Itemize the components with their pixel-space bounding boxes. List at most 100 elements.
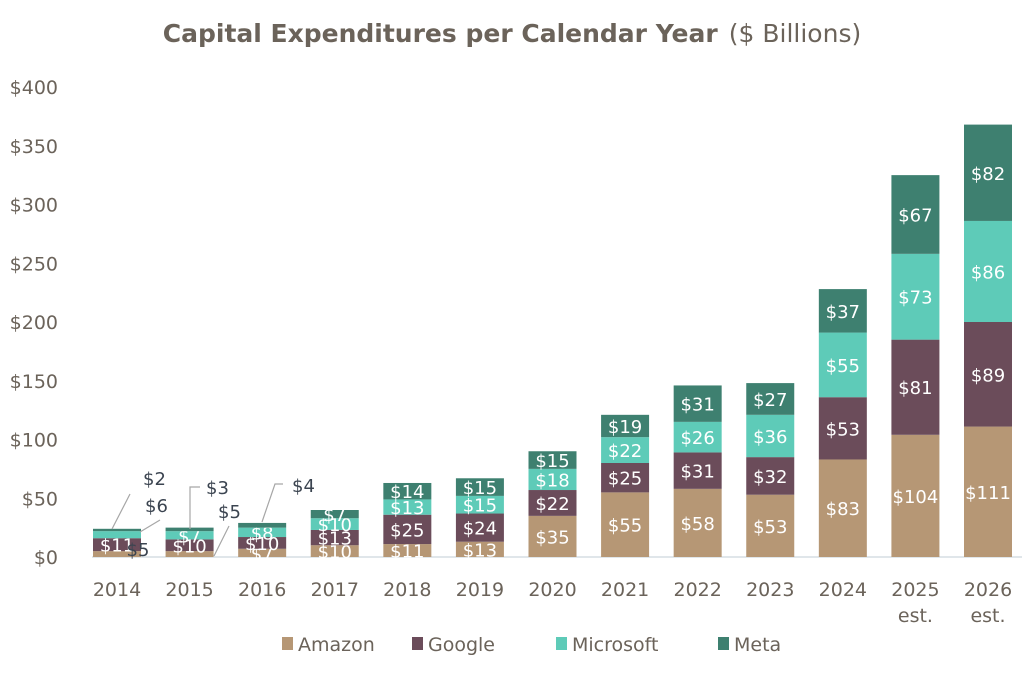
bar-segment-amazon xyxy=(818,459,867,557)
data-label-microsoft: $73 xyxy=(898,288,932,309)
bar-stack: $53 $32 $36 $27 xyxy=(746,383,795,557)
data-label-amazon: $7 xyxy=(251,544,274,565)
data-label-meta: $7 xyxy=(323,505,346,526)
legend-item-meta: Meta xyxy=(718,634,781,656)
bar-segment-meta xyxy=(310,510,359,519)
data-label-google: $81 xyxy=(898,378,932,399)
bar-stack: $104 $81 $73 $67 xyxy=(891,175,940,557)
bar-segment-microsoft xyxy=(818,332,867,398)
x-tick-label: 2022 xyxy=(673,579,721,601)
bar-segment-meta xyxy=(818,289,867,333)
chart-title-main: Capital Expenditures per Calendar Year xyxy=(163,19,719,48)
y-tick-label: $100 xyxy=(10,430,58,452)
bar-stack: $7$10$8 xyxy=(238,522,287,565)
x-tick-label: 2021 xyxy=(601,579,649,601)
bar-segment-google xyxy=(165,539,214,552)
data-label-meta: $31 xyxy=(680,395,714,416)
data-label-meta: $67 xyxy=(898,205,932,226)
data-label-google: $89 xyxy=(971,365,1005,386)
data-label-google: $10 xyxy=(245,534,279,555)
bar-segment-amazon xyxy=(601,492,650,557)
legend-swatch xyxy=(718,637,729,650)
y-tick-label: $50 xyxy=(22,488,58,510)
bar-segment-meta xyxy=(383,482,432,500)
callout-label-meta: $3 xyxy=(206,478,229,499)
data-label-google: $24 xyxy=(463,519,497,540)
data-label-google: $25 xyxy=(390,520,424,541)
x-tick-label: 2017 xyxy=(311,579,359,601)
bar-stack: $35 $22 $18$15 xyxy=(528,451,577,557)
bar-segment-google xyxy=(818,397,867,460)
callout-leader-line xyxy=(213,525,230,557)
x-tick-label: 2016 xyxy=(238,579,286,601)
legend-swatch xyxy=(412,637,423,650)
bar-segment-meta xyxy=(93,528,141,532)
data-label-amazon: $10 xyxy=(318,542,352,563)
bar-segment-google xyxy=(891,339,940,435)
data-label-amazon: $53 xyxy=(753,517,787,538)
legend-label: Meta xyxy=(734,634,781,656)
bar-segment-microsoft xyxy=(746,414,795,458)
chart-title: Capital Expenditures per Calendar Year (… xyxy=(163,19,861,48)
x-axis: 2014 2015 2016 2017 2018 2019 2020 2021 2022 2023… xyxy=(93,579,1012,627)
legend-swatch xyxy=(556,637,567,650)
bar-segment-google xyxy=(964,322,1012,427)
x-tick-label: 2025 xyxy=(891,579,939,601)
data-label-meta: $14 xyxy=(390,482,424,503)
bar-stack: $11$25$13$14 xyxy=(383,482,432,563)
callout-leader-line xyxy=(139,519,161,533)
data-label-microsoft: $8 xyxy=(251,523,274,544)
y-tick-label: $250 xyxy=(10,253,58,275)
data-label-microsoft: $36 xyxy=(753,427,787,448)
bar-segment-meta xyxy=(891,175,940,254)
x-tick-label: 2018 xyxy=(383,579,431,601)
data-label-google: $11 xyxy=(100,536,134,557)
y-tick-label: $400 xyxy=(10,77,58,99)
bar-segment-meta xyxy=(673,385,722,422)
x-tick-label: 2014 xyxy=(93,579,141,601)
bar-segment-google xyxy=(673,452,722,489)
data-label-microsoft: $15 xyxy=(463,496,497,517)
bar-stack: $10$7 xyxy=(165,526,214,557)
y-axis: $0 $50 $100 $150 $200 $250 $300 $350 $400 xyxy=(10,77,58,569)
bar-segment-microsoft xyxy=(673,421,722,453)
data-label-microsoft: $18 xyxy=(535,470,569,491)
bar-segment-google xyxy=(93,538,141,552)
bar-segment-amazon xyxy=(746,494,795,557)
bar-segment-microsoft xyxy=(238,527,287,538)
x-tick-label: 2026 xyxy=(964,579,1012,601)
callout-label-meta: $4 xyxy=(292,476,315,497)
callout-label-microsoft: $6 xyxy=(145,496,168,517)
bar-segment-amazon xyxy=(383,544,432,557)
bar-segment-google xyxy=(238,537,287,549)
bar-segment-microsoft xyxy=(528,468,577,491)
bar-segment-microsoft xyxy=(310,518,359,530)
x-tick-label: est. xyxy=(898,605,933,627)
bar-segment-meta xyxy=(964,124,1012,221)
bar-segment-google xyxy=(601,463,650,493)
data-label-google: $31 xyxy=(680,462,714,483)
bar-stack: $111 $89 $86 $82 xyxy=(964,124,1012,557)
data-label-meta: $15 xyxy=(535,451,569,472)
data-label-google: $25 xyxy=(608,469,642,490)
bar-segment-microsoft xyxy=(455,495,504,514)
data-label-amazon: $104 xyxy=(893,487,939,508)
x-tick-label: 2023 xyxy=(746,579,794,601)
x-tick-label: est. xyxy=(970,605,1005,627)
callout-leader-line xyxy=(189,486,200,529)
callout-leader-line xyxy=(261,483,283,523)
callout-label-amazon: $5 xyxy=(127,540,150,561)
bar-segment-google xyxy=(310,529,359,546)
x-tick-label: 2024 xyxy=(819,579,867,601)
bar-segment-microsoft xyxy=(964,220,1012,322)
data-label-amazon: $55 xyxy=(608,516,642,537)
bar-segment-meta xyxy=(455,478,504,496)
data-label-amazon: $11 xyxy=(390,542,424,563)
x-tick-label: 2015 xyxy=(165,579,213,601)
bars: $11 $10$7$7$10$8$10$13$10$7$11$25$13$14$1… xyxy=(93,124,1012,565)
data-label-meta: $19 xyxy=(608,417,642,438)
legend-label: Google xyxy=(428,634,495,656)
y-tick-label: $150 xyxy=(10,371,58,393)
data-label-microsoft: $10 xyxy=(318,515,352,536)
data-label-microsoft: $7 xyxy=(178,526,201,547)
